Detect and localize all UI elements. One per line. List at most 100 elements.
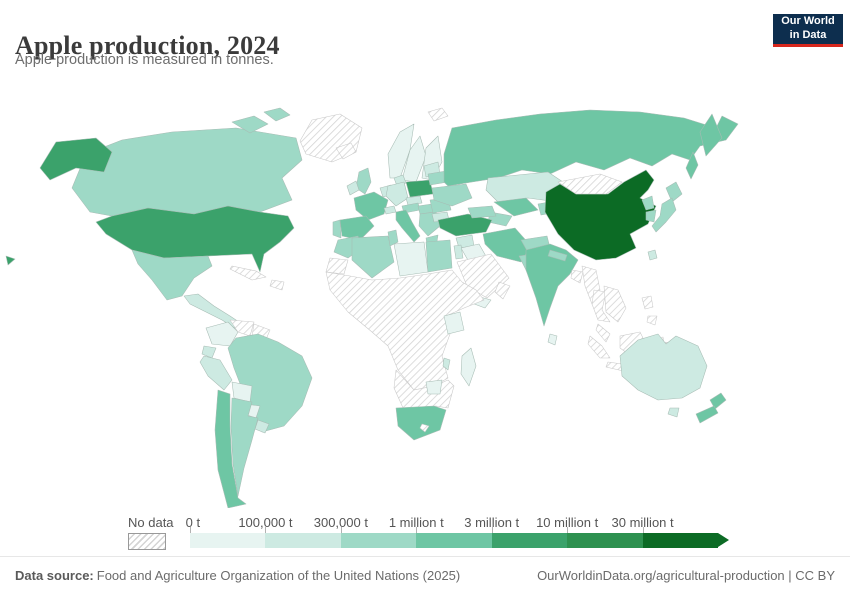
country-india[interactable]	[525, 243, 579, 327]
legend-labels: 0 t 100,000 t 300,000 t 1 million t 3 millio…	[186, 515, 730, 531]
country-usa[interactable]	[39, 137, 113, 181]
country-italy[interactable]	[395, 209, 421, 243]
country-australia[interactable]	[667, 407, 680, 418]
legend-bar	[190, 527, 729, 548]
country-lesotho[interactable]	[419, 423, 430, 433]
owid-logo[interactable]: Our World in Data	[773, 14, 843, 47]
country-japan[interactable]	[651, 197, 677, 233]
country-peru[interactable]	[199, 355, 233, 391]
owid-logo-line1: Our World	[781, 15, 835, 28]
legend-segment[interactable]	[340, 533, 417, 548]
legend-tick-label: 300,000 t	[313, 515, 368, 530]
country-greenland[interactable]	[299, 113, 363, 163]
country-libya[interactable]	[393, 241, 429, 277]
legend-no-data-label: No data	[128, 515, 174, 530]
legend-tick	[190, 527, 191, 533]
legend-segment[interactable]	[265, 533, 341, 548]
country-canada[interactable]	[71, 127, 303, 217]
country-russia[interactable]	[685, 151, 699, 180]
country-oman[interactable]	[494, 281, 511, 300]
country-iran[interactable]	[482, 227, 532, 263]
legend-segment[interactable]	[491, 533, 568, 548]
country-tunisia[interactable]	[387, 229, 399, 247]
country-north-korea[interactable]	[641, 195, 655, 211]
country-caucasus[interactable]	[467, 205, 497, 219]
legend-tick	[567, 527, 569, 533]
country-spain[interactable]	[339, 215, 375, 241]
country-philippines[interactable]	[641, 295, 654, 310]
country-iceland[interactable]	[335, 142, 357, 160]
country-new-zealand[interactable]	[695, 405, 719, 424]
page-title: Apple production, 2024	[15, 31, 280, 61]
country-portugal[interactable]	[332, 219, 342, 239]
chart-subtitle: Apple production is measured in tonnes.	[15, 52, 274, 68]
country-malawi[interactable]	[442, 357, 451, 371]
legend-segment[interactable]	[642, 533, 718, 548]
country-svalbard[interactable]	[427, 107, 449, 122]
data-source-label: Data source:	[15, 568, 94, 583]
country-algeria[interactable]	[351, 235, 395, 279]
country-japan[interactable]	[665, 181, 683, 203]
country-southern-africa[interactable]	[393, 369, 455, 411]
country-australia[interactable]	[619, 333, 708, 401]
country-france[interactable]	[353, 191, 389, 221]
legend-tick	[340, 527, 342, 533]
country-south-korea[interactable]	[645, 209, 657, 223]
footer-link[interactable]: OurWorldinData.org/agricultural-producti…	[537, 568, 835, 583]
country-turkey[interactable]	[437, 213, 493, 237]
country-bangladesh[interactable]	[570, 269, 584, 284]
country-philippines[interactable]	[646, 315, 658, 326]
chart-footer: Data source: Food and Agriculture Organiz…	[0, 556, 850, 600]
country-sri-lanka[interactable]	[547, 333, 558, 346]
country-uk[interactable]	[355, 167, 372, 195]
country-hispaniola[interactable]	[269, 279, 285, 291]
data-source-note: Data source: Food and Agriculture Organiz…	[15, 568, 460, 583]
country-germany[interactable]	[385, 181, 409, 207]
legend-tick	[491, 527, 493, 533]
country-ireland[interactable]	[346, 180, 360, 196]
country-taiwan[interactable]	[647, 249, 658, 261]
country-south-africa[interactable]	[395, 405, 447, 441]
legend-tick-label: 1 million t	[388, 515, 444, 530]
country-russia[interactable]	[699, 113, 723, 157]
country-ukraine[interactable]	[431, 183, 473, 207]
country-indochina[interactable]	[603, 285, 627, 323]
country-china[interactable]	[544, 169, 657, 261]
owid-logo-line2: in Data	[789, 29, 827, 41]
country-colombia[interactable]	[205, 321, 239, 347]
country-mongolia[interactable]	[557, 173, 623, 195]
country-zimbabwe[interactable]	[425, 379, 443, 395]
country-argentina[interactable]	[230, 397, 259, 497]
legend-tick-label: 0 t	[185, 515, 201, 530]
country-sumatra[interactable]	[587, 335, 611, 359]
country-uzbekistan[interactable]	[493, 197, 539, 217]
legend-arrow	[718, 533, 729, 547]
legend-tick-label: 30 million t	[611, 515, 674, 530]
country-west-sahara[interactable]	[325, 257, 349, 275]
legend-segment[interactable]	[190, 533, 266, 548]
country-russia[interactable]	[443, 109, 739, 187]
country-kenya[interactable]	[443, 311, 465, 335]
legend-segment[interactable]	[416, 533, 492, 548]
country-nepal[interactable]	[547, 249, 568, 262]
country-malay[interactable]	[595, 323, 611, 343]
legend-tick-label: 3 million t	[464, 515, 520, 530]
world-map	[5, 107, 739, 508]
country-poland[interactable]	[405, 179, 434, 198]
legend-tick-label: 10 million t	[536, 515, 599, 530]
legend-tick	[416, 527, 418, 533]
country-levant[interactable]	[453, 244, 464, 260]
country-usa[interactable]	[5, 255, 16, 266]
legend-tick	[265, 527, 267, 533]
country-madagascar[interactable]	[460, 347, 477, 387]
country-egypt[interactable]	[425, 239, 453, 273]
legend-segment[interactable]	[567, 533, 643, 548]
map-legend: No data 0 t 100,000 t 300,000 t 1 million t…	[0, 513, 850, 553]
country-canada[interactable]	[263, 107, 291, 122]
country-mexico[interactable]	[131, 249, 213, 301]
country-canada[interactable]	[231, 115, 269, 134]
legend-no-data-swatch[interactable]	[128, 533, 166, 550]
country-chile[interactable]	[214, 389, 247, 508]
country-cuba[interactable]	[229, 265, 267, 281]
legend-tick-label: 100,000 t	[238, 515, 293, 530]
